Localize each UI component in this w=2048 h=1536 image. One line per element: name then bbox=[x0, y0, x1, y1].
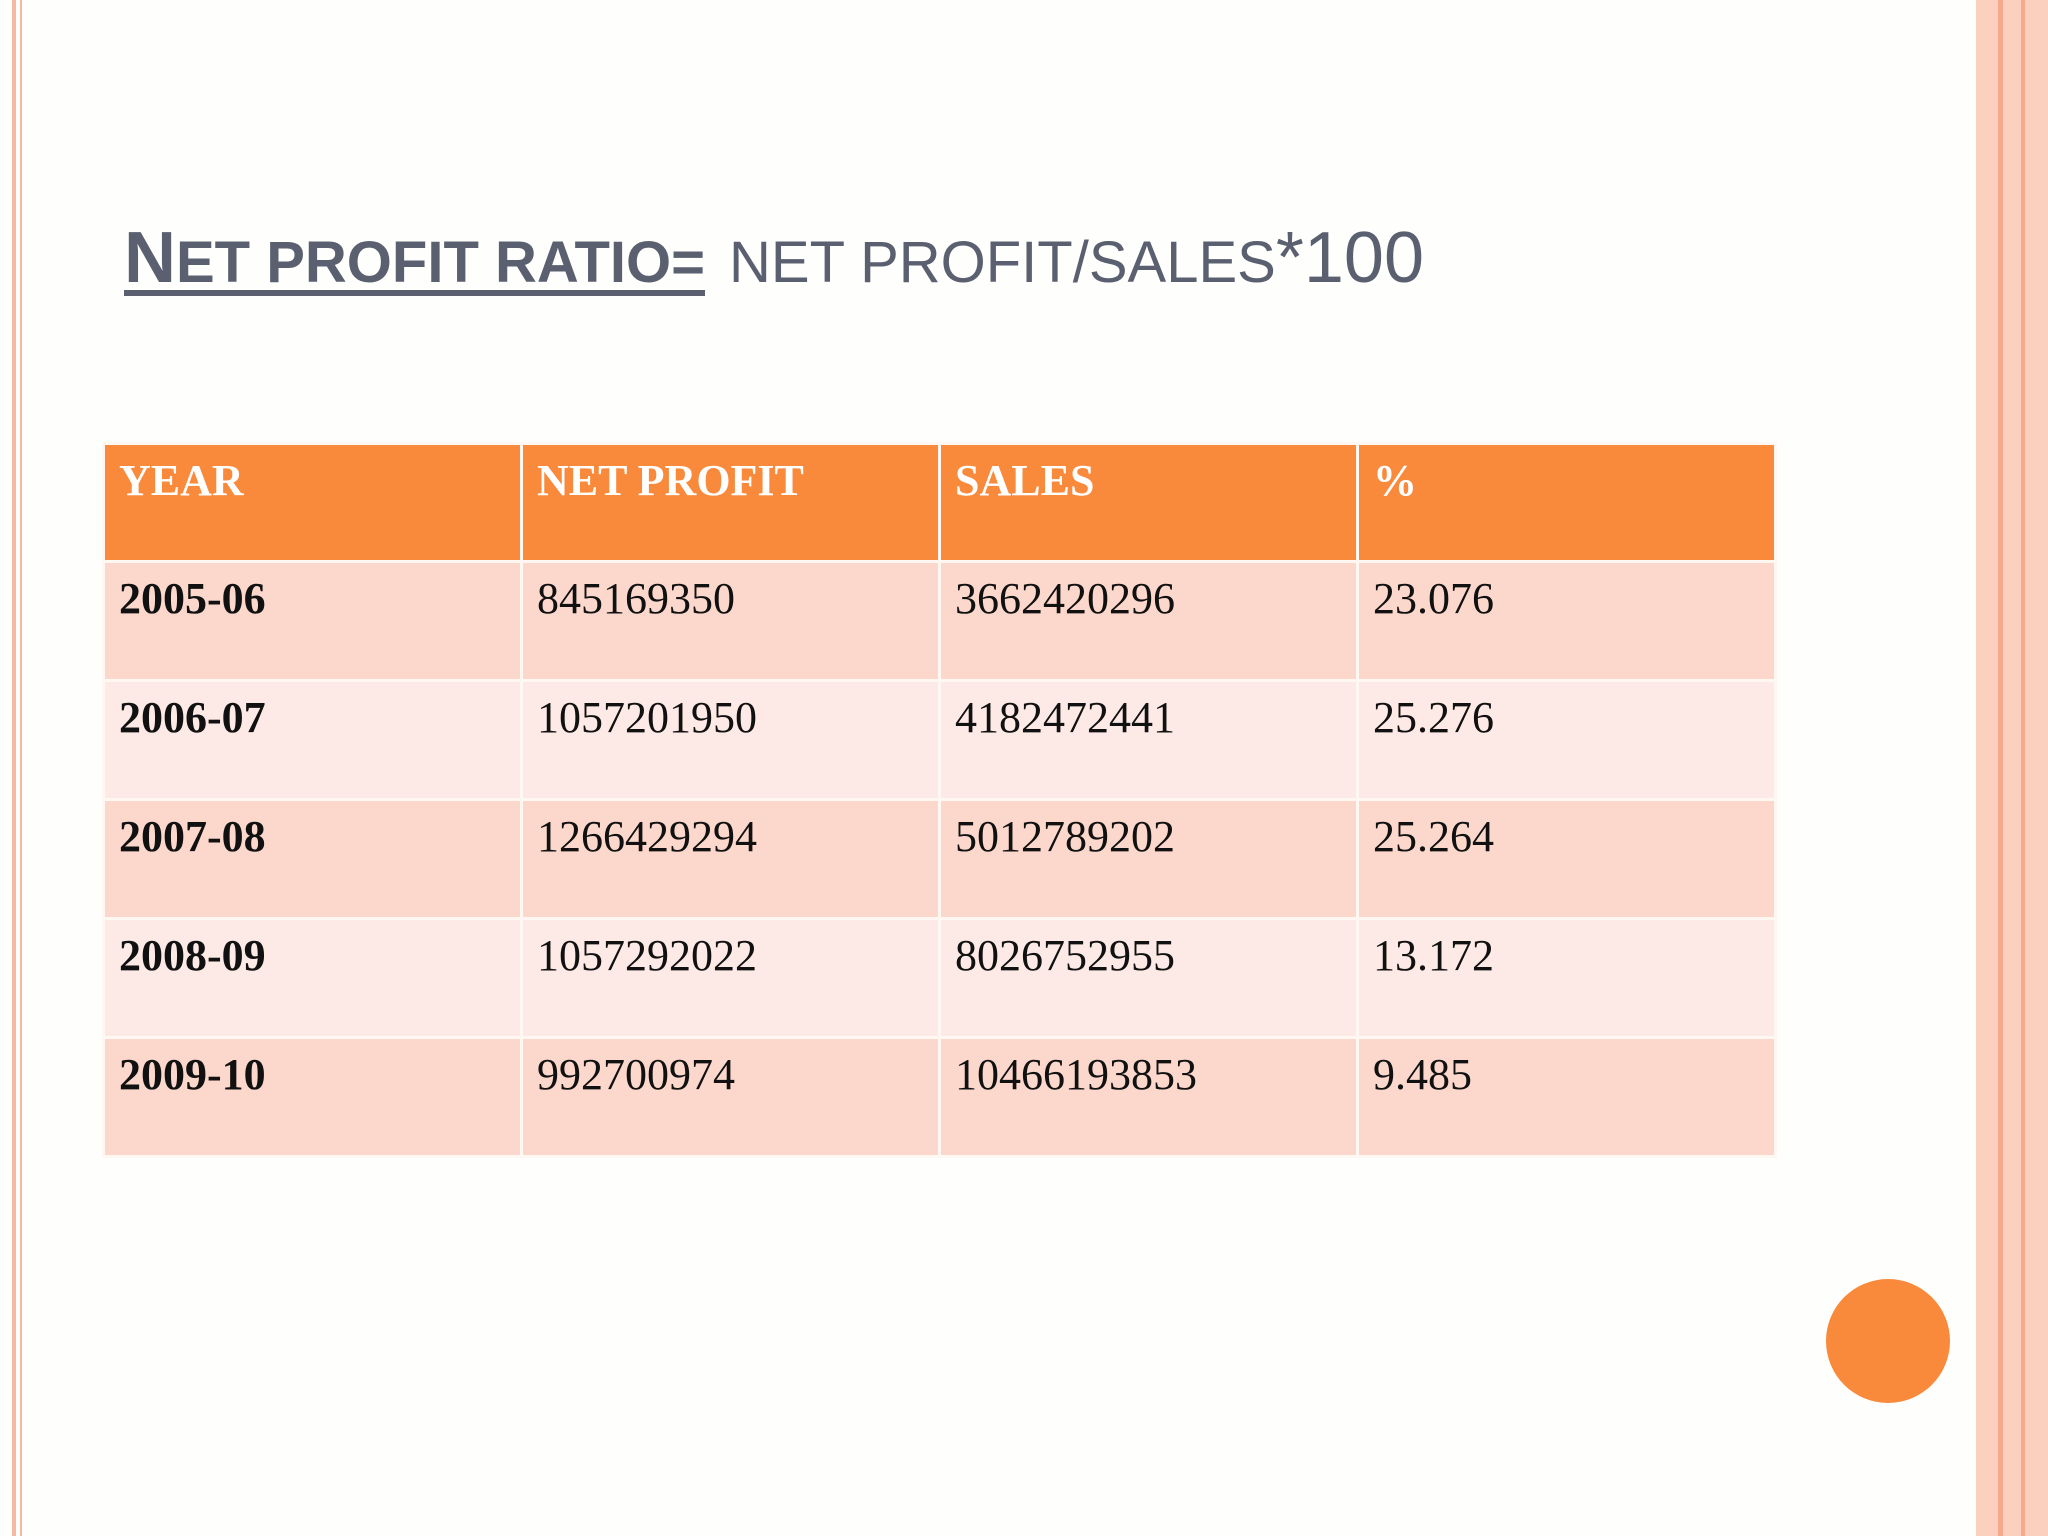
title-lead-rest: ET PROFIT RATIO= bbox=[176, 230, 705, 295]
title-formula-initial: S bbox=[1088, 230, 1128, 295]
header-sales: SALES bbox=[938, 442, 1359, 563]
cell-percent: 13.172 bbox=[1356, 917, 1777, 1039]
title-formula: NET PROFIT/SALES*100 bbox=[729, 218, 1424, 298]
header-percent: % bbox=[1356, 442, 1777, 563]
cell-percent: 25.276 bbox=[1356, 679, 1777, 801]
table-row: 2009-10 992700974 10466193853 9.485 bbox=[102, 1036, 1777, 1158]
right-border-line-2 bbox=[2021, 0, 2025, 1536]
cell-net-profit: 1057292022 bbox=[520, 917, 941, 1039]
title-formula-part-a: NET PROFIT/ bbox=[729, 230, 1089, 295]
cell-sales: 8026752955 bbox=[938, 917, 1359, 1039]
table-row: 2007-08 1266429294 5012789202 25.264 bbox=[102, 798, 1777, 920]
header-net-profit: NET PROFIT bbox=[520, 442, 941, 563]
title-formula-part-b: ALES bbox=[1127, 230, 1276, 295]
right-border-band bbox=[1976, 0, 1998, 1536]
cell-sales: 10466193853 bbox=[938, 1036, 1359, 1158]
cell-percent: 25.264 bbox=[1356, 798, 1777, 920]
right-border-band-2 bbox=[2003, 0, 2021, 1536]
cell-year: 2006-07 bbox=[102, 679, 523, 801]
net-profit-ratio-table: YEAR NET PROFIT SALES % 2005-06 84516935… bbox=[102, 442, 1777, 1158]
cell-percent: 9.485 bbox=[1356, 1036, 1777, 1158]
cell-net-profit: 1057201950 bbox=[520, 679, 941, 801]
cell-sales: 3662420296 bbox=[938, 560, 1359, 682]
left-border-line bbox=[12, 0, 16, 1536]
cell-year: 2009-10 bbox=[102, 1036, 523, 1158]
cell-net-profit: 845169350 bbox=[520, 560, 941, 682]
left-border-line-inner bbox=[20, 0, 22, 1536]
cell-sales: 5012789202 bbox=[938, 798, 1359, 920]
decorative-orange-circle bbox=[1826, 1279, 1950, 1403]
right-border-line bbox=[1998, 0, 2003, 1536]
slide-title: NET PROFIT RATIO= NET PROFIT/SALES*100 bbox=[124, 208, 1424, 313]
right-border-band-3 bbox=[2025, 0, 2048, 1536]
cell-percent: 23.076 bbox=[1356, 560, 1777, 682]
cell-year: 2005-06 bbox=[102, 560, 523, 682]
title-formula-part-c: *100 bbox=[1275, 218, 1425, 298]
title-lead: NET PROFIT RATIO= bbox=[124, 218, 705, 298]
table-row: 2006-07 1057201950 4182472441 25.276 bbox=[102, 679, 1777, 801]
cell-net-profit: 1266429294 bbox=[520, 798, 941, 920]
table-header-row: YEAR NET PROFIT SALES % bbox=[102, 442, 1777, 563]
cell-net-profit: 992700974 bbox=[520, 1036, 941, 1158]
table-row: 2008-09 1057292022 8026752955 13.172 bbox=[102, 917, 1777, 1039]
title-lead-initial: N bbox=[124, 218, 176, 298]
header-year: YEAR bbox=[102, 442, 523, 563]
cell-year: 2007-08 bbox=[102, 798, 523, 920]
cell-year: 2008-09 bbox=[102, 917, 523, 1039]
cell-sales: 4182472441 bbox=[938, 679, 1359, 801]
table-row: 2005-06 845169350 3662420296 23.076 bbox=[102, 560, 1777, 682]
